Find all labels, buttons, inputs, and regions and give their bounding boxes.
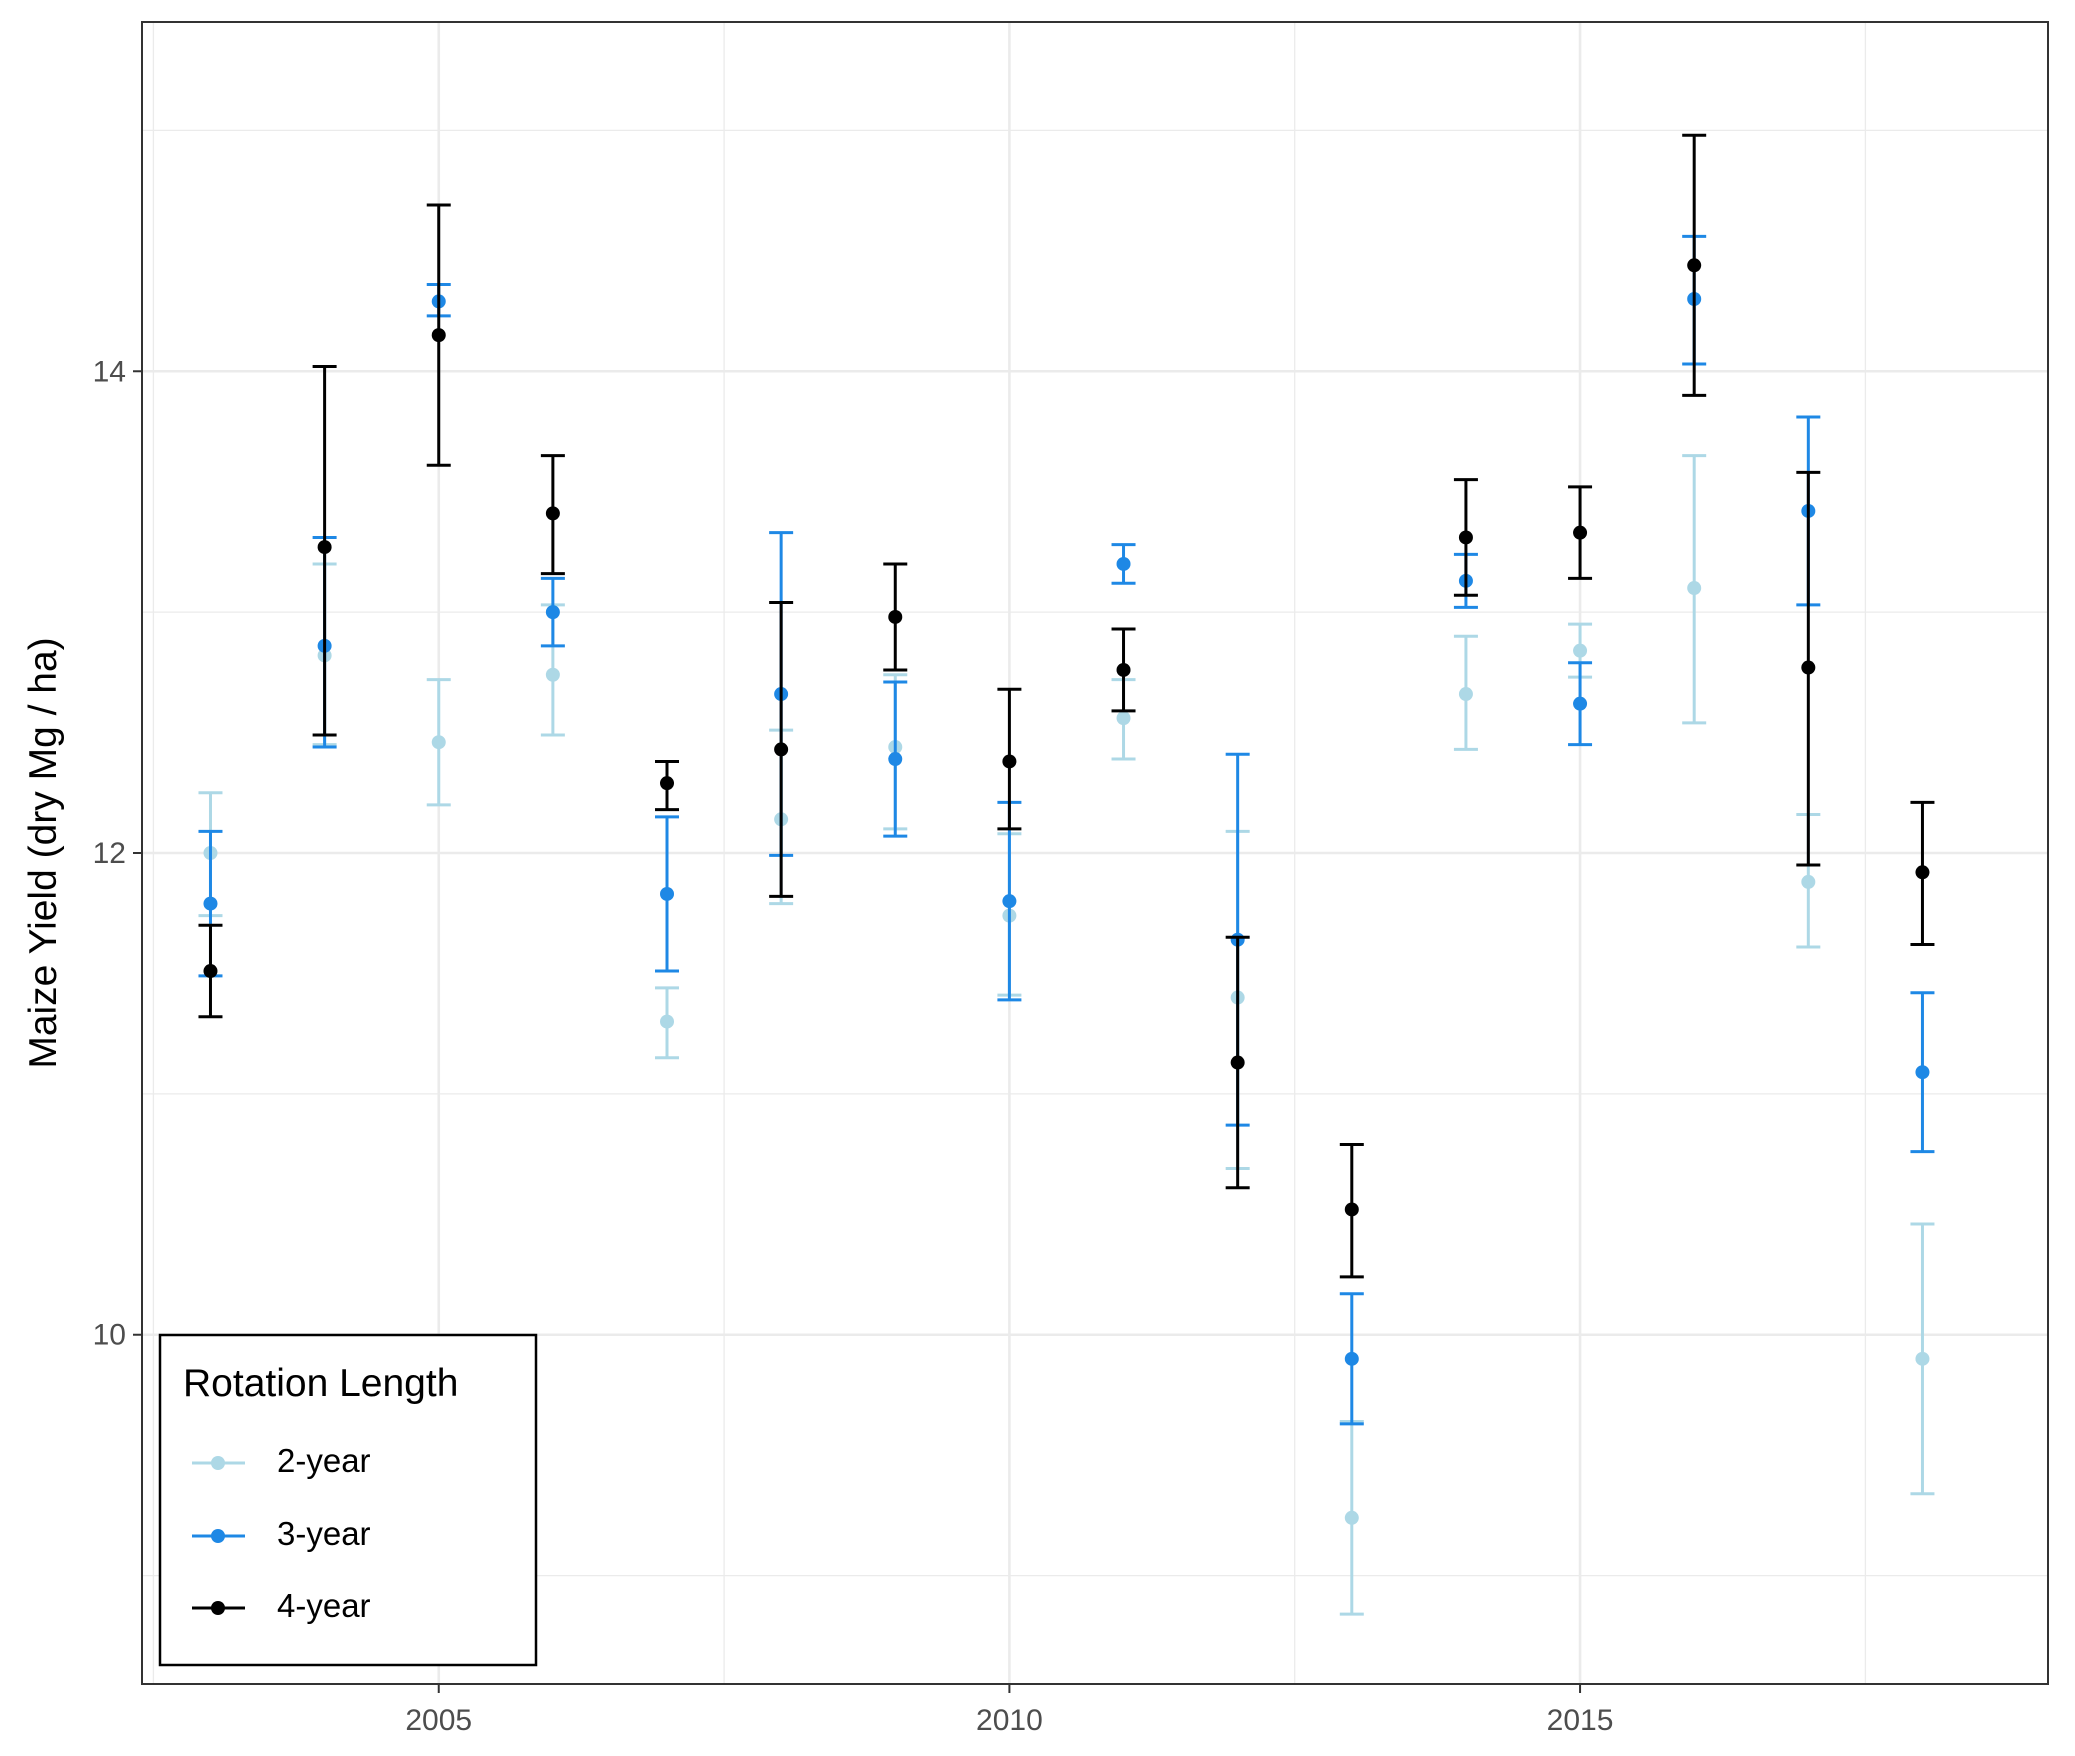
data-point [1344, 1510, 1359, 1525]
legend-label-3-year: 3-year [277, 1515, 371, 1552]
data-point [203, 964, 218, 979]
y-tick-label: 12 [93, 837, 126, 870]
data-point [1801, 660, 1816, 675]
data-point [1573, 525, 1588, 540]
data-point [317, 540, 332, 555]
data-point [545, 667, 560, 682]
legend-title: Rotation Length [183, 1362, 458, 1405]
data-point [431, 328, 446, 343]
data-point [203, 896, 218, 911]
legend-key-2-year [192, 1456, 245, 1470]
legend: Rotation Length 2-year 3-year 4-year [158, 1333, 538, 1667]
data-point [660, 776, 675, 791]
data-point [545, 605, 560, 620]
data-point [660, 886, 675, 901]
legend-key-4-year [192, 1601, 245, 1615]
data-point [1687, 581, 1702, 596]
data-point [1915, 1065, 1930, 1080]
y-tick-label: 10 [93, 1319, 126, 1352]
data-point [888, 752, 903, 767]
data-point [1458, 687, 1473, 702]
legend-key-point [211, 1529, 225, 1543]
data-point [1116, 662, 1131, 677]
data-point [774, 742, 789, 757]
legend-label-2-year: 2-year [277, 1442, 371, 1479]
x-tick-label: 2015 [1547, 1704, 1614, 1737]
x-tick-label: 2010 [976, 1704, 1043, 1737]
data-point [1002, 754, 1017, 769]
legend-keys [192, 1456, 245, 1615]
y-tick-label: 14 [93, 355, 126, 388]
data-point [1915, 865, 1930, 880]
legend-label-4-year: 4-year [277, 1587, 371, 1624]
data-point [431, 735, 446, 750]
data-point [888, 609, 903, 624]
series-4-year [198, 133, 1935, 1279]
legend-key-point [211, 1456, 225, 1470]
y-axis-title: Maize Yield (dry Mg / ha) [22, 637, 65, 1068]
data-point [1230, 1055, 1245, 1070]
series-layer [198, 133, 1935, 1616]
axis-ticks [133, 370, 1582, 1693]
data-point [1573, 643, 1588, 658]
data-point [1002, 894, 1017, 909]
data-point [660, 1014, 675, 1029]
data-point [1915, 1351, 1930, 1366]
data-point [1801, 874, 1816, 889]
data-point [1687, 258, 1702, 273]
data-point [1344, 1202, 1359, 1217]
data-point [1573, 696, 1588, 711]
data-point [545, 506, 560, 521]
data-point [1458, 530, 1473, 545]
legend-key-3-year [192, 1529, 245, 1543]
x-tick-label: 2005 [405, 1704, 472, 1737]
axis-tick-labels: 2005 2010 2015 10 12 14 [93, 355, 1614, 1737]
data-point [1344, 1351, 1359, 1366]
data-point [1116, 711, 1131, 726]
data-point [1116, 556, 1131, 571]
legend-key-point [211, 1601, 225, 1615]
